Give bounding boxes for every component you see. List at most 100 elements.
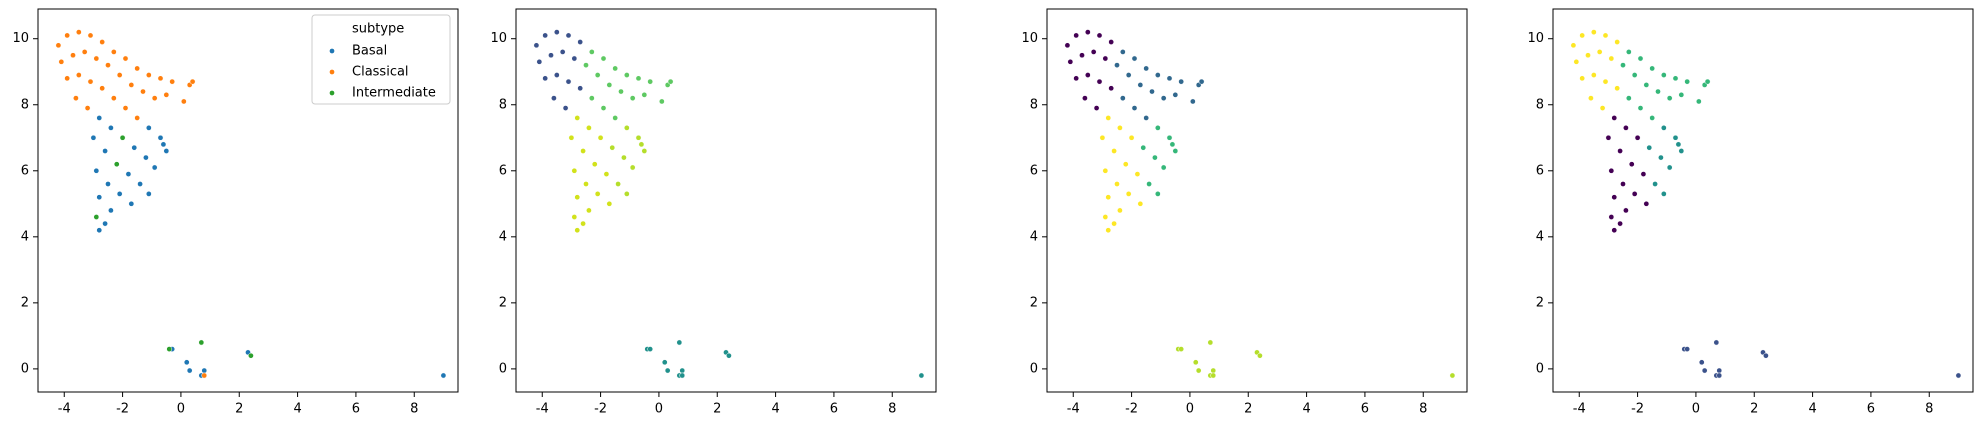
point [105,181,111,187]
y-tick-label: 10 [1021,31,1038,46]
point [1105,194,1112,201]
point [64,75,71,82]
point [1695,98,1702,105]
point [1079,52,1085,59]
point [1198,78,1205,85]
point [647,346,654,352]
x-tick-label: 2 [713,402,721,417]
point [1108,39,1115,45]
point [248,352,254,359]
point [600,105,607,111]
point [151,164,158,171]
point [551,95,557,101]
point [553,72,560,78]
point [1608,55,1615,62]
point [615,181,621,187]
panel: -4 -2 0 2 4 6 8 0 2 4 6 8 10 [1021,8,1468,417]
point [1137,82,1144,88]
point [87,32,94,39]
point [577,39,584,45]
point [1117,207,1123,214]
point [96,227,103,234]
point [55,42,62,49]
point [1678,91,1685,98]
point [609,144,616,151]
x-tick-label: 4 [1808,402,1816,417]
y-tick-label: 6 [499,163,507,178]
point [597,134,604,141]
point [1716,372,1723,379]
point [1064,42,1071,49]
point [134,115,141,121]
point [571,214,578,220]
point [1640,171,1647,177]
point [629,95,636,101]
point [1701,367,1708,374]
point [635,75,642,82]
point [571,55,578,62]
point [93,55,100,62]
point [623,72,630,78]
x-tick-label: -4 [58,402,71,417]
point [542,32,549,39]
point [568,134,575,141]
point [918,372,925,379]
point [1579,32,1586,39]
point [1590,72,1597,78]
point [1637,105,1644,111]
point [87,78,94,85]
point [1449,372,1456,379]
y-tick-label: 8 [499,97,507,112]
point [1649,115,1656,121]
axes-frame [515,8,937,393]
legend-marker [329,69,335,75]
point [75,72,82,78]
point [1096,32,1103,39]
point [580,148,586,154]
x-tick-label: 0 [177,402,185,417]
point [116,72,123,78]
y-tick-label: 2 [21,295,29,310]
point [1143,65,1150,72]
point [1154,72,1161,78]
point [533,42,540,49]
point [1623,207,1629,214]
point [542,75,549,82]
point [140,88,146,95]
point [1102,55,1109,62]
x-tick-label: 0 [1186,402,1194,417]
point [1114,62,1120,68]
axes-frame [37,8,459,393]
point [64,32,71,39]
point [137,181,143,187]
point [1955,372,1962,379]
point [679,367,686,374]
point [1096,78,1103,85]
point [1646,144,1653,151]
point [1573,58,1580,65]
x-tick-label: 0 [655,402,663,417]
point [99,39,106,45]
point [1125,72,1132,78]
point [1166,134,1173,141]
point [1073,32,1080,39]
point [110,95,117,101]
point [1684,78,1691,85]
point [169,78,176,85]
point [1763,352,1769,359]
y-tick-label: 0 [1536,361,1544,376]
point [661,359,668,366]
x-tick-label: 0 [1692,402,1700,417]
point [1128,134,1135,141]
point [574,115,581,121]
y-tick-label: 2 [1536,295,1544,310]
point [1602,32,1609,39]
axes-frame [1046,8,1468,393]
y-tick-label: 10 [12,31,29,46]
point [113,161,120,168]
x-tick-label: -2 [594,402,607,417]
point [571,167,578,174]
x-tick-label: -2 [116,402,129,417]
point [1617,220,1623,227]
